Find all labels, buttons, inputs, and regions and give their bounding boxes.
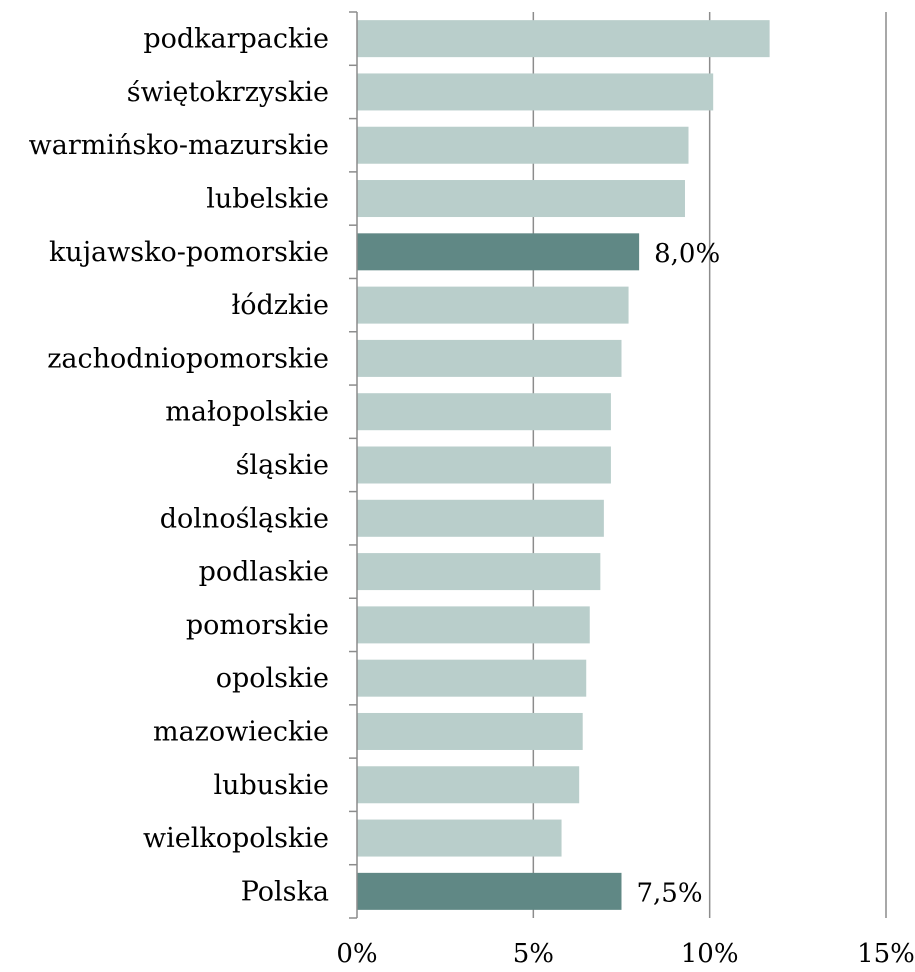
data-label: 7,5% [637,878,703,908]
category-label: warmińsko-mazurskie [29,130,329,161]
y-axis [349,11,358,919]
x-tick-label: 10% [681,939,739,969]
x-tick-label: 0% [336,939,377,969]
category-label: lubelskie [206,184,329,215]
bar [357,712,583,750]
x-tick-label: 5% [513,939,554,969]
bar [357,126,689,164]
x-tick-label: 15% [857,939,915,969]
bar [357,446,611,484]
category-label: mazowieckie [153,716,329,747]
category-label: małopolskie [165,397,329,428]
bar [357,872,622,910]
category-label: lubuskie [213,770,329,801]
category-labels: podkarpackie świętokrzyskie warmińsko-mazu… [29,24,329,908]
x-tick-labels: 0% 5% 10% 15% [336,939,915,969]
category-label: zachodniopomorskie [47,343,329,374]
bar [357,499,604,537]
category-label: podlaskie [199,557,329,588]
bar [357,180,685,218]
bar [357,819,562,857]
category-label: wielkopolskie [143,823,329,854]
category-label: łódzkie [232,290,330,321]
bar [357,766,580,804]
bars [357,20,770,910]
category-label: Polska [241,876,329,907]
category-label: opolskie [216,663,329,694]
bar [357,20,770,58]
bar [357,659,587,697]
bar [357,393,611,431]
bar [357,339,622,377]
category-label: dolnośląskie [160,503,329,534]
data-label: 8,0% [654,239,720,269]
bar [357,233,640,271]
category-label: podkarpackie [143,24,329,55]
data-labels: 8,0% 7,5% [637,239,721,909]
bar [357,73,714,111]
bar [357,606,590,644]
category-label: śląskie [236,450,329,481]
category-label: kujawsko-pomorskie [49,237,329,268]
bar [357,553,601,591]
bar [357,286,629,324]
category-label: pomorskie [186,610,329,641]
category-label: świętokrzyskie [127,77,329,108]
